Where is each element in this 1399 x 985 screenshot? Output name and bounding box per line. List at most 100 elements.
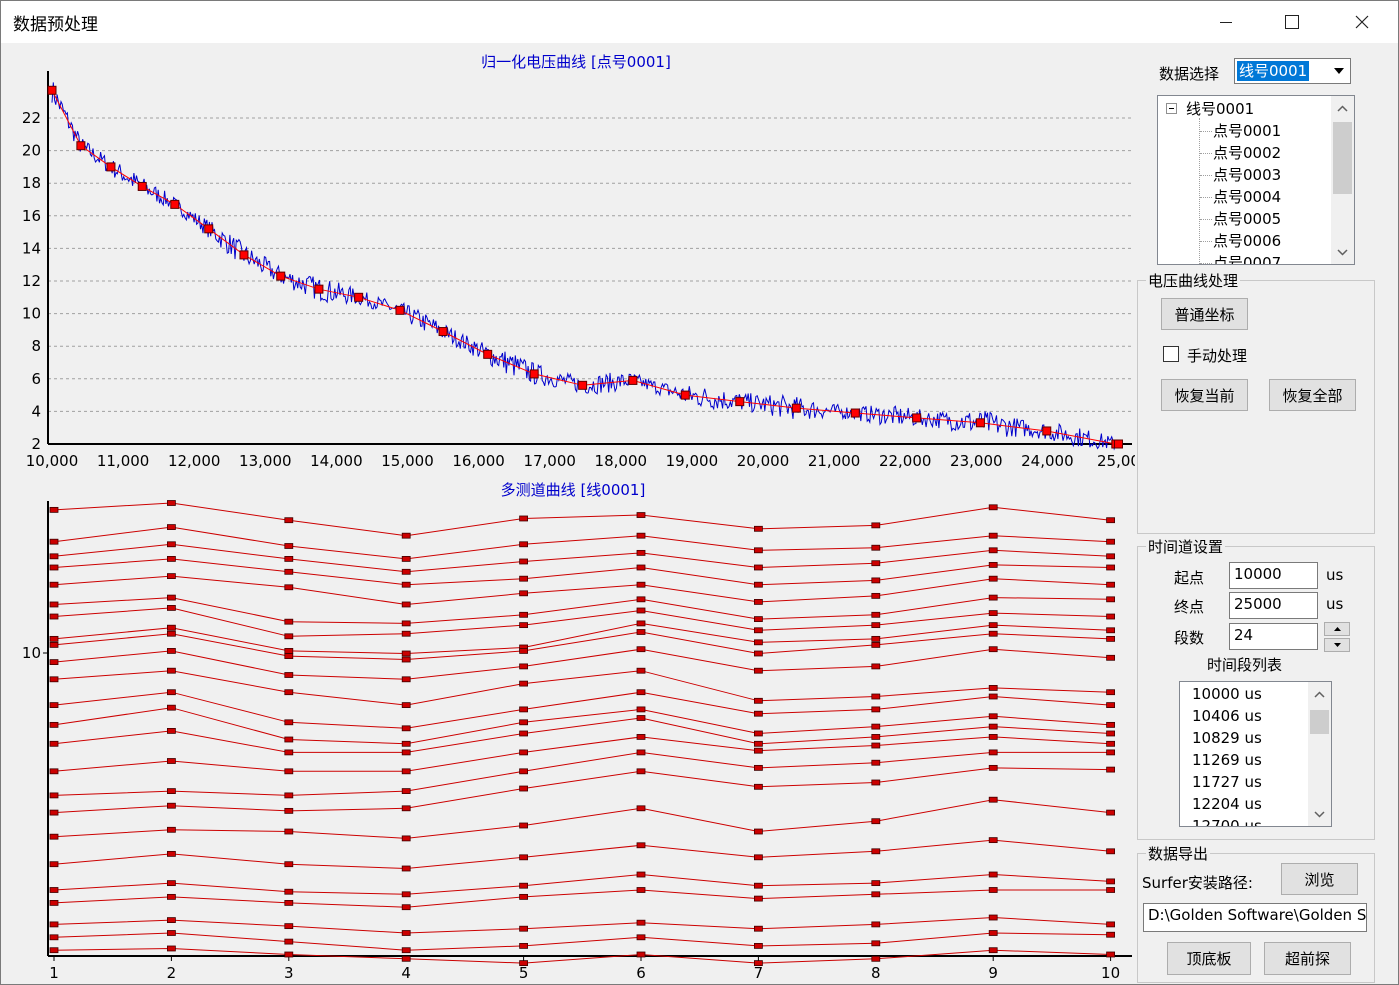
channel-marker [636, 734, 646, 740]
channel-marker [401, 620, 411, 627]
chevron-down-icon[interactable] [1328, 59, 1350, 83]
tree-item-point[interactable]: 点号0004 [1213, 188, 1282, 206]
channel-marker [166, 573, 176, 579]
channel-marker [1106, 951, 1115, 958]
y-tick-label: 14 [22, 239, 41, 257]
end-label: 终点 [1174, 598, 1205, 616]
tree-item-point[interactable]: 点号0007 [1213, 254, 1282, 265]
channel-marker [871, 955, 881, 962]
channel-marker [1106, 581, 1115, 588]
end-input[interactable]: 25000 [1229, 592, 1318, 619]
channel-marker [284, 938, 294, 945]
browse-button[interactable]: 浏览 [1281, 863, 1358, 895]
scroll-down-icon[interactable] [1331, 242, 1354, 262]
channel-marker [988, 685, 998, 691]
restore-all-button[interactable]: 恢复全部 [1269, 379, 1356, 411]
tree-item-point[interactable]: 点号0006 [1213, 232, 1282, 250]
time-segment-list[interactable]: 10000 us 10406 us 10829 us 11269 us 11727 us… [1179, 681, 1332, 827]
channel-marker [49, 659, 59, 665]
data-point-marker [137, 181, 147, 191]
channel-marker [1106, 635, 1115, 642]
channel-marker [871, 611, 881, 618]
channel-line [53, 839, 1111, 870]
x-tick-label: 17,000 [523, 452, 576, 470]
channel-marker [754, 764, 763, 771]
channel-marker [988, 871, 998, 878]
scroll-up-icon[interactable] [1308, 684, 1331, 704]
channel-marker [49, 635, 59, 642]
channel-marker [166, 594, 176, 601]
channel-marker [401, 676, 411, 683]
segments-spinner[interactable] [1324, 622, 1350, 652]
time-segment-item[interactable]: 11269 us [1192, 751, 1262, 769]
tree-item-point[interactable]: 点号0001 [1213, 122, 1282, 140]
channel-marker [401, 955, 411, 962]
tree-scrollbar[interactable] [1331, 96, 1354, 264]
manual-checkbox[interactable] [1163, 346, 1179, 362]
scroll-down-icon[interactable] [1308, 804, 1331, 824]
channel-marker [166, 541, 176, 548]
data-select-dropdown[interactable]: 线号0001 [1234, 58, 1351, 84]
tree-item-point[interactable]: 点号0005 [1213, 210, 1282, 228]
channel-marker [988, 504, 998, 511]
restore-current-button[interactable]: 恢复当前 [1161, 379, 1248, 411]
surfer-path-input[interactable]: D:\Golden Software\Golden Sc [1143, 903, 1367, 932]
time-list-scroll-thumb[interactable] [1310, 710, 1329, 734]
channel-marker [1106, 931, 1115, 938]
time-segment-item[interactable]: 10000 us [1192, 685, 1262, 703]
data-point-marker [204, 224, 214, 234]
channel-marker [988, 594, 998, 601]
data-point-marker [170, 199, 180, 209]
channel-marker [401, 865, 411, 872]
channel-marker [636, 564, 646, 571]
channel-marker [519, 611, 528, 618]
channel-marker [49, 833, 59, 840]
channel-marker [636, 620, 646, 627]
time-segment-item[interactable]: 10829 us [1192, 729, 1262, 747]
y-tick-label: 20 [22, 142, 41, 160]
collapse-icon[interactable] [1166, 103, 1177, 114]
channel-marker [49, 934, 59, 941]
normal-coords-button[interactable]: 普通坐标 [1161, 298, 1248, 330]
segments-label: 段数 [1174, 629, 1205, 647]
scroll-up-icon[interactable] [1331, 98, 1354, 118]
tree-scroll-thumb[interactable] [1333, 122, 1352, 194]
data-point-marker [1114, 439, 1123, 449]
channel-line [53, 799, 1111, 839]
top-bottom-button[interactable]: 顶底板 [1167, 942, 1251, 975]
minimize-button[interactable] [1203, 1, 1249, 43]
time-list-scrollbar[interactable] [1308, 682, 1331, 826]
data-point-marker [106, 162, 116, 172]
spin-down-icon[interactable] [1324, 638, 1350, 652]
channel-marker [754, 564, 763, 571]
time-segment-item[interactable]: 10406 us [1192, 707, 1262, 725]
manual-label[interactable]: 手动处理 [1187, 347, 1248, 365]
tree-item-point[interactable]: 点号0003 [1213, 166, 1282, 184]
channel-marker [519, 893, 528, 900]
channel-line [53, 736, 1111, 772]
advance-detect-button[interactable]: 超前探 [1264, 942, 1351, 975]
spin-up-icon[interactable] [1324, 622, 1350, 636]
data-select-value: 线号0001 [1237, 61, 1310, 81]
time-segment-item[interactable]: 11727 us [1192, 773, 1262, 791]
time-segment-item[interactable]: 12204 us [1192, 795, 1262, 813]
channel-marker [636, 532, 646, 539]
tree-branch [1200, 175, 1212, 176]
time-segment-item[interactable]: 12700 us [1192, 817, 1262, 827]
segments-input[interactable]: 24 [1229, 623, 1318, 650]
tree-root-item[interactable]: 线号0001 [1186, 100, 1255, 118]
data-point-marker [578, 380, 588, 390]
maximize-button[interactable] [1269, 1, 1315, 43]
channel-marker [988, 646, 998, 653]
close-button[interactable] [1339, 1, 1385, 43]
channel-marker [166, 648, 176, 654]
start-input[interactable]: 10000 [1229, 562, 1318, 589]
y-tick-label: 10 [22, 305, 41, 323]
channel-marker [49, 792, 59, 799]
channel-marker [519, 785, 528, 792]
tree-item-point[interactable]: 点号0002 [1213, 144, 1282, 162]
data-point-marker [239, 250, 249, 260]
channel-marker [754, 943, 763, 949]
point-tree[interactable]: 线号0001 点号0001 点号0002 点号0003 点号0004 点号0005 点号0… [1157, 95, 1355, 265]
